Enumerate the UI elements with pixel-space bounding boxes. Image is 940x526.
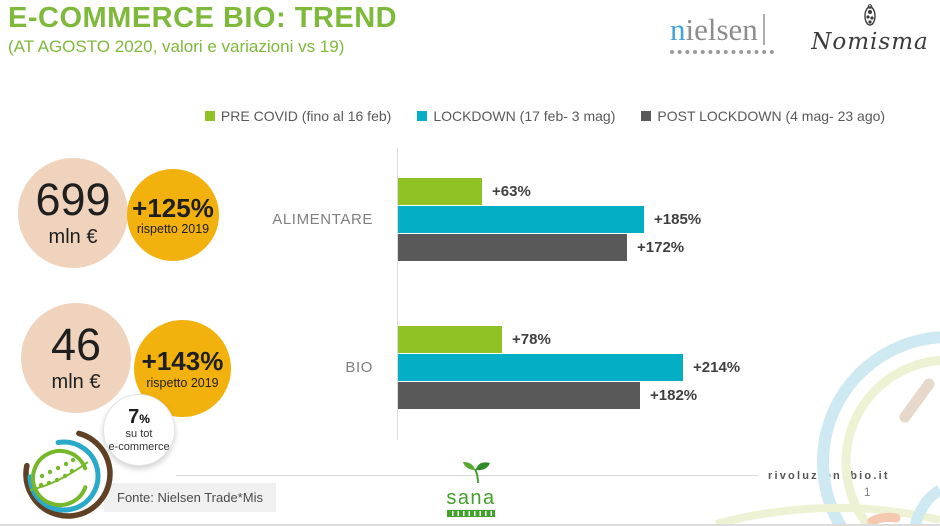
header: E-COMMERCE BIO: TREND (AT AGOSTO 2020, v…: [8, 2, 397, 57]
kpi-value: 699: [35, 174, 111, 225]
bar-alimentare: [398, 178, 482, 205]
bar-value-label: +182%: [650, 387, 698, 404]
chart-axis-line: [397, 148, 398, 440]
legend-swatch: [204, 111, 215, 121]
kpi-bio-share-circle: 7% su tot e-commerce: [103, 394, 175, 466]
bar-row: +214%: [398, 354, 740, 381]
kpi-share-line1: su tot: [125, 427, 153, 440]
bar-value-label: +78%: [512, 331, 551, 348]
chart-legend: PRE COVID (fino al 16 feb) LOCKDOWN (17 f…: [0, 108, 940, 124]
bar-bio: [398, 354, 683, 381]
footer-divider: [176, 475, 758, 476]
page-subtitle: (AT AGOSTO 2020, valori e variazioni vs …: [8, 37, 345, 56]
decor-arcs-right: [817, 331, 940, 524]
kpi-unit: mln €: [48, 226, 98, 248]
bar-bio: [398, 326, 502, 353]
bar-row: +182%: [398, 382, 740, 409]
legend-swatch: [417, 111, 428, 121]
bar-row: +172%: [398, 234, 701, 261]
sana-sprout-icon: [463, 462, 490, 484]
sana-banner-icon: [447, 510, 495, 517]
kpi-share-value: 7%: [128, 407, 150, 428]
nielsen-logo: nielsen: [670, 14, 782, 54]
legend-label: LOCKDOWN (17 feb- 3 mag): [433, 108, 616, 124]
nomisma-logo: Nomisma: [806, 4, 934, 55]
sana-logo: sana: [432, 461, 510, 517]
bar-value-label: +172%: [637, 239, 685, 256]
kpi-change-note: rispetto 2019: [146, 375, 219, 390]
page-number: 1: [864, 487, 871, 499]
nielsen-dots-icon: [670, 50, 774, 54]
nielsen-rest-letters: ielsen: [685, 12, 758, 47]
sana-wordmark: sana: [446, 487, 496, 509]
bar-alimentare: [398, 234, 627, 261]
kpi-unit: mln €: [51, 371, 101, 393]
nielsen-first-letter: n: [670, 12, 686, 47]
legend-label: POST LOCKDOWN (4 mag- 23 ago): [657, 108, 886, 124]
legend-item: LOCKDOWN (17 feb- 3 mag): [417, 108, 615, 124]
legend-swatch: [641, 111, 652, 121]
bar-row: +78%: [398, 326, 740, 353]
kpi-bio-total-circle: 46 mln €: [21, 303, 131, 413]
legend-item: PRE COVID (fino al 16 feb): [204, 108, 392, 124]
decor-arcs-bottom: [714, 485, 940, 524]
bar-group: +78% +214% +182%: [398, 326, 740, 410]
rivoluzionebio-logo-icon: [23, 429, 113, 519]
legend-label: PRE COVID (fino al 16 feb): [220, 108, 392, 124]
category-label: ALIMENTARE: [272, 211, 373, 228]
bar-value-label: +63%: [492, 183, 531, 200]
legend-item: POST LOCKDOWN (4 mag- 23 ago): [641, 108, 885, 124]
source-note: Fonte: Nielsen Trade*Mis: [104, 483, 276, 512]
bar-alimentare: [398, 206, 644, 233]
share-percent-sign: %: [139, 411, 150, 426]
nielsen-wordmark: nielsen: [670, 14, 765, 45]
category-label: BIO: [345, 359, 373, 376]
bar-row: +185%: [398, 206, 701, 233]
nomisma-crest-icon: [864, 4, 876, 26]
kpi-change: +143%: [141, 346, 224, 377]
kpi-ecommerce-change-circle: +125% rispetto 2019: [127, 169, 219, 261]
bar-group: +63% +185% +172%: [398, 178, 701, 262]
website-text: rivoluzionebio.it: [768, 470, 890, 482]
kpi-change: +125%: [132, 192, 214, 223]
nomisma-wordmark: Nomisma: [811, 29, 929, 55]
kpi-share-line2: e-commerce: [108, 440, 170, 453]
kpi-value: 46: [50, 319, 102, 370]
page-title: E-COMMERCE BIO: TREND: [8, 2, 398, 34]
bar-row: +63%: [398, 178, 701, 205]
bar-value-label: +185%: [654, 211, 702, 228]
bar-bio: [398, 382, 640, 409]
share-number: 7: [128, 405, 140, 428]
bar-value-label: +214%: [693, 359, 741, 376]
kpi-change-note: rispetto 2019: [136, 222, 210, 237]
kpi-ecommerce-total-circle: 699 mln €: [18, 158, 128, 268]
